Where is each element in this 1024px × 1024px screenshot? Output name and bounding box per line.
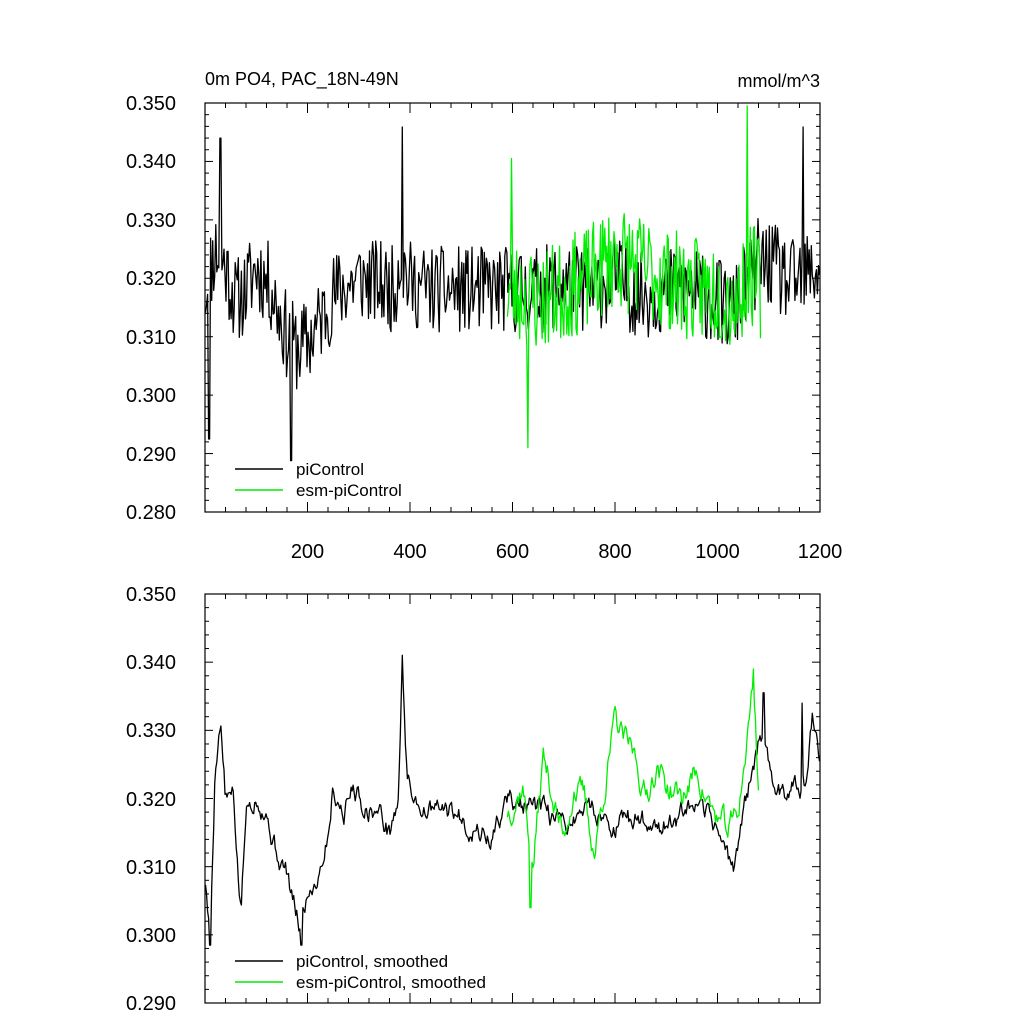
x-tick-label: 800 (598, 541, 631, 563)
y-tick-label: 0.330 (126, 720, 176, 742)
y-tick-label: 0.280 (126, 502, 176, 524)
y-tick-label: 0.340 (126, 652, 176, 674)
y-tick-label: 0.300 (126, 385, 176, 407)
plot-frame (204, 593, 821, 1004)
legend-label-picontrol-smoothed: piControl, smoothed (296, 952, 448, 971)
legend-label-picontrol: piControl (296, 460, 364, 479)
y-tick-labels: 0.290 0.300 0.310 0.320 0.330 0.340 0.35… (126, 584, 176, 1015)
y-tick-label: 0.300 (126, 925, 176, 947)
y-tick-labels: 0.280 0.290 0.300 0.310 0.320 0.330 0.34… (126, 93, 176, 524)
series-lines (204, 654, 821, 946)
y-tick-label: 0.310 (126, 857, 176, 879)
legend-label-esm-picontrol-smoothed: esm-piControl, smoothed (296, 973, 486, 992)
panel-raw: 0m PO4, PAC_18N-49N mmol/m^3 0.280 0.290… (126, 69, 842, 563)
legend: piControl, smoothed esm-piControl, smoot… (235, 952, 486, 992)
chart-title: 0m PO4, PAC_18N-49N (205, 69, 399, 90)
y-tick-label: 0.350 (126, 584, 176, 606)
y-tick-label: 0.350 (126, 93, 176, 115)
x-tick-label: 600 (496, 541, 529, 563)
x-tick-label: 1200 (798, 541, 843, 563)
series-line-esm-picontrol (506, 105, 762, 449)
x-tick-label: 1000 (695, 541, 740, 563)
y-tick-label: 0.290 (126, 993, 176, 1015)
y-tick-label: 0.290 (126, 444, 176, 466)
legend-label-esm-picontrol: esm-piControl (296, 481, 402, 500)
axis-ticks (204, 102, 821, 513)
y-tick-label: 0.340 (126, 151, 176, 173)
panel-smoothed: 0.290 0.300 0.310 0.320 0.330 0.340 0.35… (126, 584, 821, 1015)
legend: piControl esm-piControl (235, 460, 402, 500)
x-tick-labels: 200 400 600 800 1000 1200 (291, 541, 842, 563)
plot-frame (204, 102, 821, 513)
series-line-esm-picontrol-smoothed (506, 668, 760, 909)
x-tick-label: 400 (393, 541, 426, 563)
y-tick-label: 0.330 (126, 210, 176, 232)
y-tick-label: 0.320 (126, 789, 176, 811)
y-tick-label: 0.320 (126, 268, 176, 290)
series-lines (204, 105, 821, 462)
y-tick-label: 0.310 (126, 327, 176, 349)
axis-ticks (204, 593, 821, 1004)
units-label: mmol/m^3 (738, 71, 820, 91)
x-tick-label: 200 (291, 541, 324, 563)
series-line-picontrol-smoothed (204, 654, 821, 946)
